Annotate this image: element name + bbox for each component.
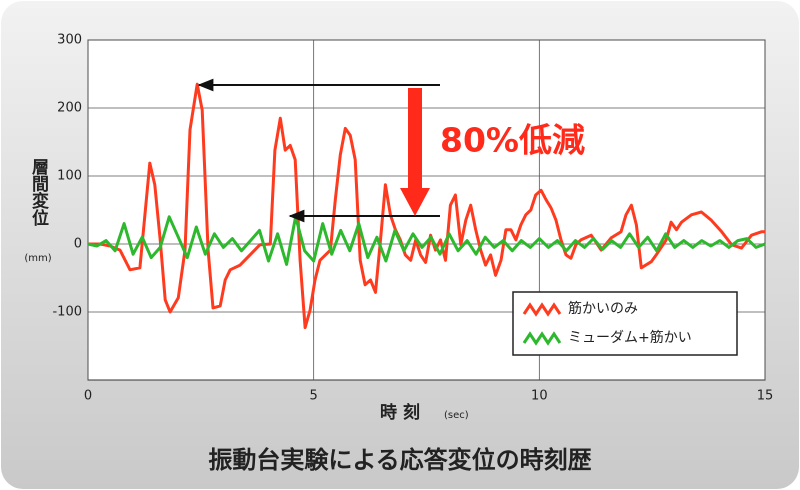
annotation: 80%低減 — [440, 121, 585, 160]
x-tick-label: 10 — [531, 389, 548, 404]
y-axis-label: 層間変位 — [28, 158, 49, 227]
y-axis-unit: (mm) — [24, 253, 51, 264]
series-line — [87, 215, 766, 266]
legend-swatch — [522, 302, 562, 317]
legend — [512, 291, 738, 356]
legend-label: ミューダム+筋かい — [568, 329, 692, 346]
y-tick-label: 0 — [74, 237, 82, 252]
y-tick-label: -100 — [52, 305, 82, 320]
x-axis-unit: (sec) — [444, 410, 469, 421]
legend-label: 筋かいのみ — [568, 300, 638, 317]
legend-swatch — [522, 331, 562, 346]
x-tick-label: 15 — [757, 389, 774, 404]
chart-title: 振動台実験による応答変位の時刻歴 — [208, 446, 591, 474]
y-tick-label: 100 — [57, 169, 82, 184]
y-tick-label: 200 — [57, 101, 82, 116]
y-tick-label: 300 — [57, 33, 82, 48]
x-tick-label: 0 — [84, 389, 92, 404]
series-line — [88, 82, 765, 330]
reduction-arrow — [400, 88, 430, 216]
x-axis-label: 時 刻 — [380, 402, 420, 423]
x-tick-label: 5 — [310, 389, 318, 404]
